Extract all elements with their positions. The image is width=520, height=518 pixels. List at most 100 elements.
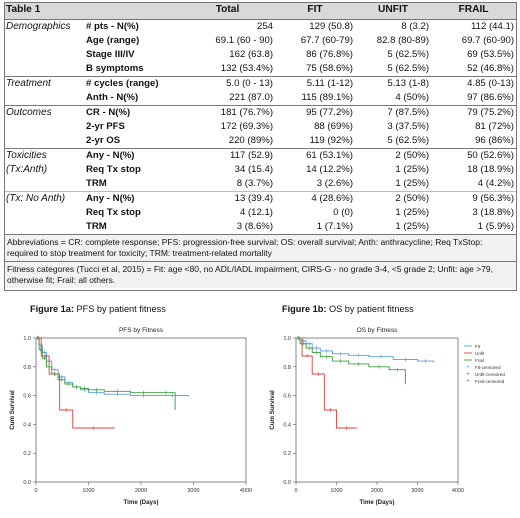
row-group <box>4 220 84 235</box>
row-label: Stage III/IV <box>86 49 135 61</box>
row-label: # cycles (range) <box>84 76 181 91</box>
x-tick-label: 4000 <box>452 488 464 494</box>
cell-total: 8 (3.7%) <box>236 178 274 190</box>
row-label: Req Tx stop <box>86 207 141 219</box>
x-tick-label: 0 <box>34 488 37 494</box>
row-group <box>4 134 84 149</box>
cell-total: 4 (12.1) <box>239 207 274 219</box>
row-label: # pts - N(%) <box>84 19 181 34</box>
cell-frail: 79 (75.2%) <box>431 105 517 120</box>
cell-unfit: 3 (37.5%) <box>387 121 430 133</box>
abbreviations-row: Abbreviations = CR: complete response; P… <box>4 234 517 262</box>
row-label: CR - N(%) <box>84 105 181 120</box>
row-group <box>4 206 84 220</box>
chart-background <box>0 320 260 518</box>
y-tick-label: 0.0 <box>23 480 31 486</box>
cell-fit: 4 (28.6%) <box>311 193 354 205</box>
cell-unfit: 5 (62.5%) <box>387 63 430 75</box>
y-tick-label: 0.8 <box>283 365 291 371</box>
row-label: Any - N(%) <box>86 193 135 205</box>
cell-fit: 5.11 (1-12) <box>275 76 356 91</box>
y-tick-label: 0.4 <box>283 422 291 428</box>
cell-unfit: 4 (50%) <box>395 92 430 104</box>
cell-fit: 129 (50.8) <box>275 19 356 34</box>
legend-label: Frail <box>475 358 484 363</box>
cell-frail: 4 (4.2%) <box>477 178 515 190</box>
figure-1a-caption-bold: Figure 1a: <box>30 304 74 314</box>
x-tick-label: 3000 <box>187 488 199 494</box>
table-row: (Tx:Anth) Req Tx stop 34 (15.4) 14 (12.2%) 1… <box>4 163 516 177</box>
y-tick-label: 0.4 <box>23 422 31 428</box>
cell-frail: 9 (56.3%) <box>472 193 515 205</box>
pfs-chart: PFS by Fitness 0.0 0.2 0.4 0.6 0.8 1.0 0 1000 200… <box>0 320 260 518</box>
figure-1a-caption-text: PFS by patient fitness <box>73 304 166 314</box>
y-axis-label: Cum Survival <box>9 390 16 430</box>
row-label: Age (range) <box>86 35 140 47</box>
cell-total: 254 <box>180 19 276 34</box>
table-row: 2-yr OS 220 (89%) 119 (92%) 5 (62.5%) 96 (86… <box>4 134 516 149</box>
series-fit-line <box>296 337 435 363</box>
cell-fit: 115 (89.1%) <box>301 92 354 104</box>
y-tick-label: 1.0 <box>283 336 291 342</box>
cell-frail: 96 (86%) <box>475 135 515 147</box>
cell-unfit: 8 (3.2) <box>355 19 432 34</box>
cell-frail: 1 (5.9%) <box>477 221 515 233</box>
legend-label: Unfit-censored <box>475 372 505 377</box>
x-tick-label: 3000 <box>411 488 423 494</box>
table-row: Treatment # cycles (range) 5.0 (0 - 13) 5.1… <box>4 76 517 91</box>
table-row: 2-yr PFS 172 (69.3%) 88 (69%) 3 (37.5%) 81 (… <box>4 120 516 134</box>
cell-unfit: 1 (25%) <box>395 178 430 190</box>
cell-unfit: 1 (25%) <box>395 207 430 219</box>
cell-unfit: 5 (62.5%) <box>387 135 430 147</box>
row-group: Demographics <box>4 19 84 34</box>
chart-background <box>260 320 520 518</box>
cell-fit: 86 (76.8%) <box>306 49 354 61</box>
y-tick-label: 0.2 <box>23 451 31 457</box>
y-tick-label: 0.8 <box>23 365 31 371</box>
y-tick-label: 0.2 <box>283 451 291 457</box>
table-row: Anth - N(%) 221 (87.0) 115 (89.1%) 4 (50%) 9… <box>4 91 516 106</box>
x-tick-label: 1000 <box>82 488 94 494</box>
cell-total: 117 (52.9) <box>180 148 276 163</box>
cell-unfit: 82.8 (80-89) <box>376 35 430 47</box>
row-group <box>4 120 84 134</box>
row-label: Anth - N(%) <box>86 92 139 104</box>
table-header-row: Table 1 Total FIT UNFIT FRAIL <box>4 2 517 20</box>
y-tick-label: 0.6 <box>283 394 291 400</box>
cell-frail: 81 (72%) <box>475 121 515 133</box>
cell-unfit: 1 (25%) <box>395 221 430 233</box>
cell-unfit: 1 (25%) <box>395 164 430 176</box>
figure-1b-caption-bold: Figure 1b: <box>282 304 327 314</box>
col-unfit: UNFIT <box>355 2 432 20</box>
os-chart: OS by Fitness 0.0 0.2 0.4 0.6 0.8 1.0 0 1000 2000… <box>260 320 520 518</box>
cell-fit: 67.7 (60-79) <box>300 35 354 47</box>
table-row: Toxicities Any - N(%) 117 (52.9) 61 (53.1%)… <box>4 148 517 163</box>
chart-title: OS by Fitness <box>357 327 399 334</box>
row-label: TRM <box>86 178 107 190</box>
cell-total: 5.0 (0 - 13) <box>180 76 276 91</box>
fitness-note-text: Fitness categores (Tucci et al, 2015) = … <box>4 261 517 288</box>
cell-frail: 69 (53.5%) <box>467 49 515 61</box>
cell-fit: 75 (58.6%) <box>306 63 354 75</box>
row-group: (Tx:Anth) <box>6 164 48 175</box>
figure-1a-caption: Figure 1a: PFS by patient fitness <box>30 304 166 314</box>
x-tick-label: 1000 <box>330 488 342 494</box>
row-label: B symptoms <box>86 63 144 75</box>
row-group <box>4 62 84 77</box>
cell-fit: 1 (7.1%) <box>316 221 354 233</box>
col-fit: FIT <box>275 2 356 20</box>
row-label: Req Tx stop <box>86 164 141 176</box>
row-label: Any - N(%) <box>84 148 181 163</box>
cell-frail: 3 (18.8%) <box>472 207 515 219</box>
cell-fit: 14 (12.2%) <box>306 164 354 176</box>
table-row: TRM 8 (3.7%) 3 (2.6%) 1 (25%) 4 (4.2%) <box>4 177 516 192</box>
cell-total: 3 (8.6%) <box>236 221 274 233</box>
y-tick-label: 1.0 <box>23 336 31 342</box>
table-title: Table 1 <box>4 2 181 20</box>
cell-total: 13 (39.4) <box>234 193 274 205</box>
row-group <box>4 177 84 192</box>
cell-total: 132 (53.4%) <box>220 63 274 75</box>
cell-unfit: 2 (50%) <box>355 148 432 163</box>
row-label: 2-yr PFS <box>86 121 125 133</box>
cell-frail: 4.85 (0-13) <box>431 76 517 91</box>
